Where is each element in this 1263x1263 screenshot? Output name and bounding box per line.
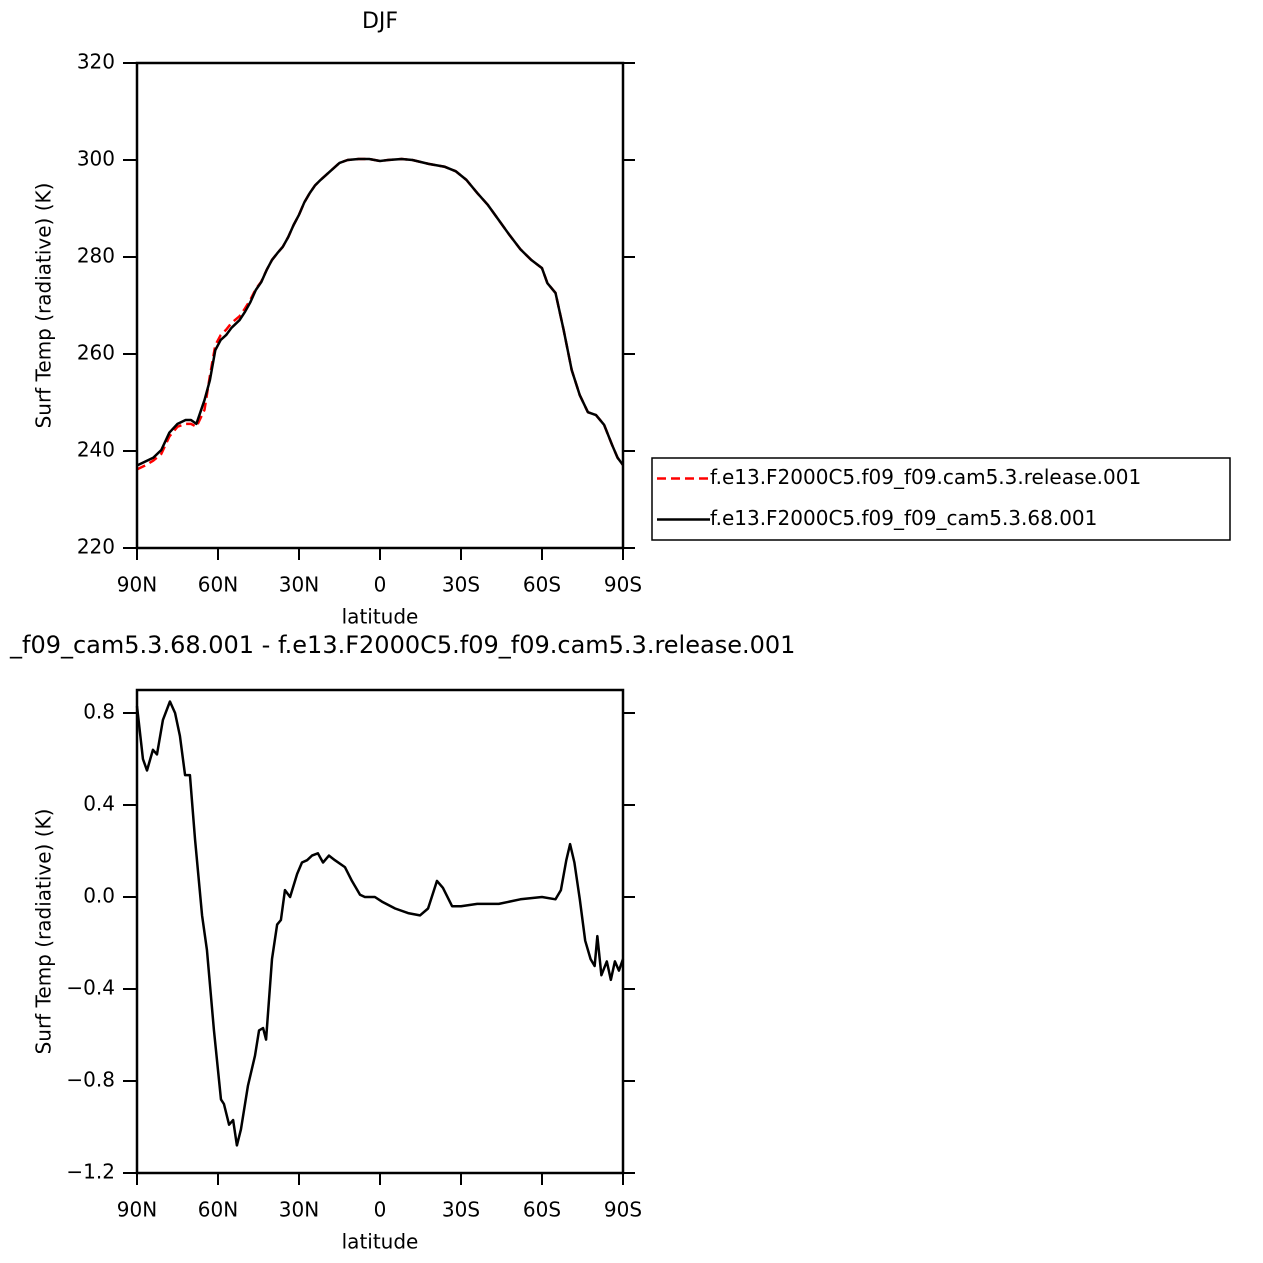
x-tick-label: 30S bbox=[442, 1198, 480, 1222]
plot-frame bbox=[135, 61, 625, 550]
plot-frame bbox=[135, 688, 625, 1175]
y-axis-label: Surf Temp (radiative) (K) bbox=[32, 809, 56, 1055]
y-axis-label: Surf Temp (radiative) (K) bbox=[32, 183, 56, 429]
y-tick-label: 0.0 bbox=[83, 884, 115, 908]
x-tick-label: 90S bbox=[604, 573, 642, 597]
y-tick-label: −0.8 bbox=[66, 1068, 115, 1092]
y-tick-label: 240 bbox=[77, 438, 115, 462]
y-tick-label: 220 bbox=[77, 535, 115, 559]
x-tick-label: 30N bbox=[279, 573, 319, 597]
data-line bbox=[136, 157, 625, 467]
y-tick-label: 0.4 bbox=[83, 792, 115, 816]
x-tick-label: 60S bbox=[523, 573, 561, 597]
y-tick-label: 280 bbox=[77, 244, 115, 268]
y-tick-label: −1.2 bbox=[66, 1160, 115, 1184]
x-tick-label: 30N bbox=[279, 1198, 319, 1222]
x-tick-label: 90N bbox=[117, 573, 157, 597]
x-tick-label: 60N bbox=[198, 1198, 238, 1222]
data-line bbox=[136, 157, 625, 471]
x-tick-label: 60S bbox=[523, 1198, 561, 1222]
x-tick-label: 90N bbox=[117, 1198, 157, 1222]
x-tick-label: 0 bbox=[374, 573, 387, 597]
y-tick-label: 300 bbox=[77, 147, 115, 171]
x-axis-label: latitude bbox=[342, 1230, 419, 1254]
x-axis-label: latitude bbox=[342, 605, 419, 629]
x-tick-label: 30S bbox=[442, 573, 480, 597]
y-tick-label: −0.4 bbox=[66, 976, 115, 1000]
legend-box bbox=[651, 457, 1231, 541]
legend-label: f.e13.F2000C5.f09_f09_cam5.3.68.001 bbox=[710, 506, 1097, 530]
chart-title: _f09_cam5.3.68.001 - f.e13.F2000C5.f09_f… bbox=[9, 631, 795, 659]
x-tick-label: 60N bbox=[198, 573, 238, 597]
y-tick-label: 260 bbox=[77, 341, 115, 365]
chart-title: DJF bbox=[362, 9, 398, 34]
legend-label: f.e13.F2000C5.f09_f09.cam5.3.release.001 bbox=[710, 465, 1141, 489]
x-tick-label: 0 bbox=[374, 1198, 387, 1222]
y-tick-label: 0.8 bbox=[83, 700, 115, 724]
y-tick-label: 320 bbox=[77, 50, 115, 74]
data-line bbox=[135, 700, 625, 1147]
x-tick-label: 90S bbox=[604, 1198, 642, 1222]
